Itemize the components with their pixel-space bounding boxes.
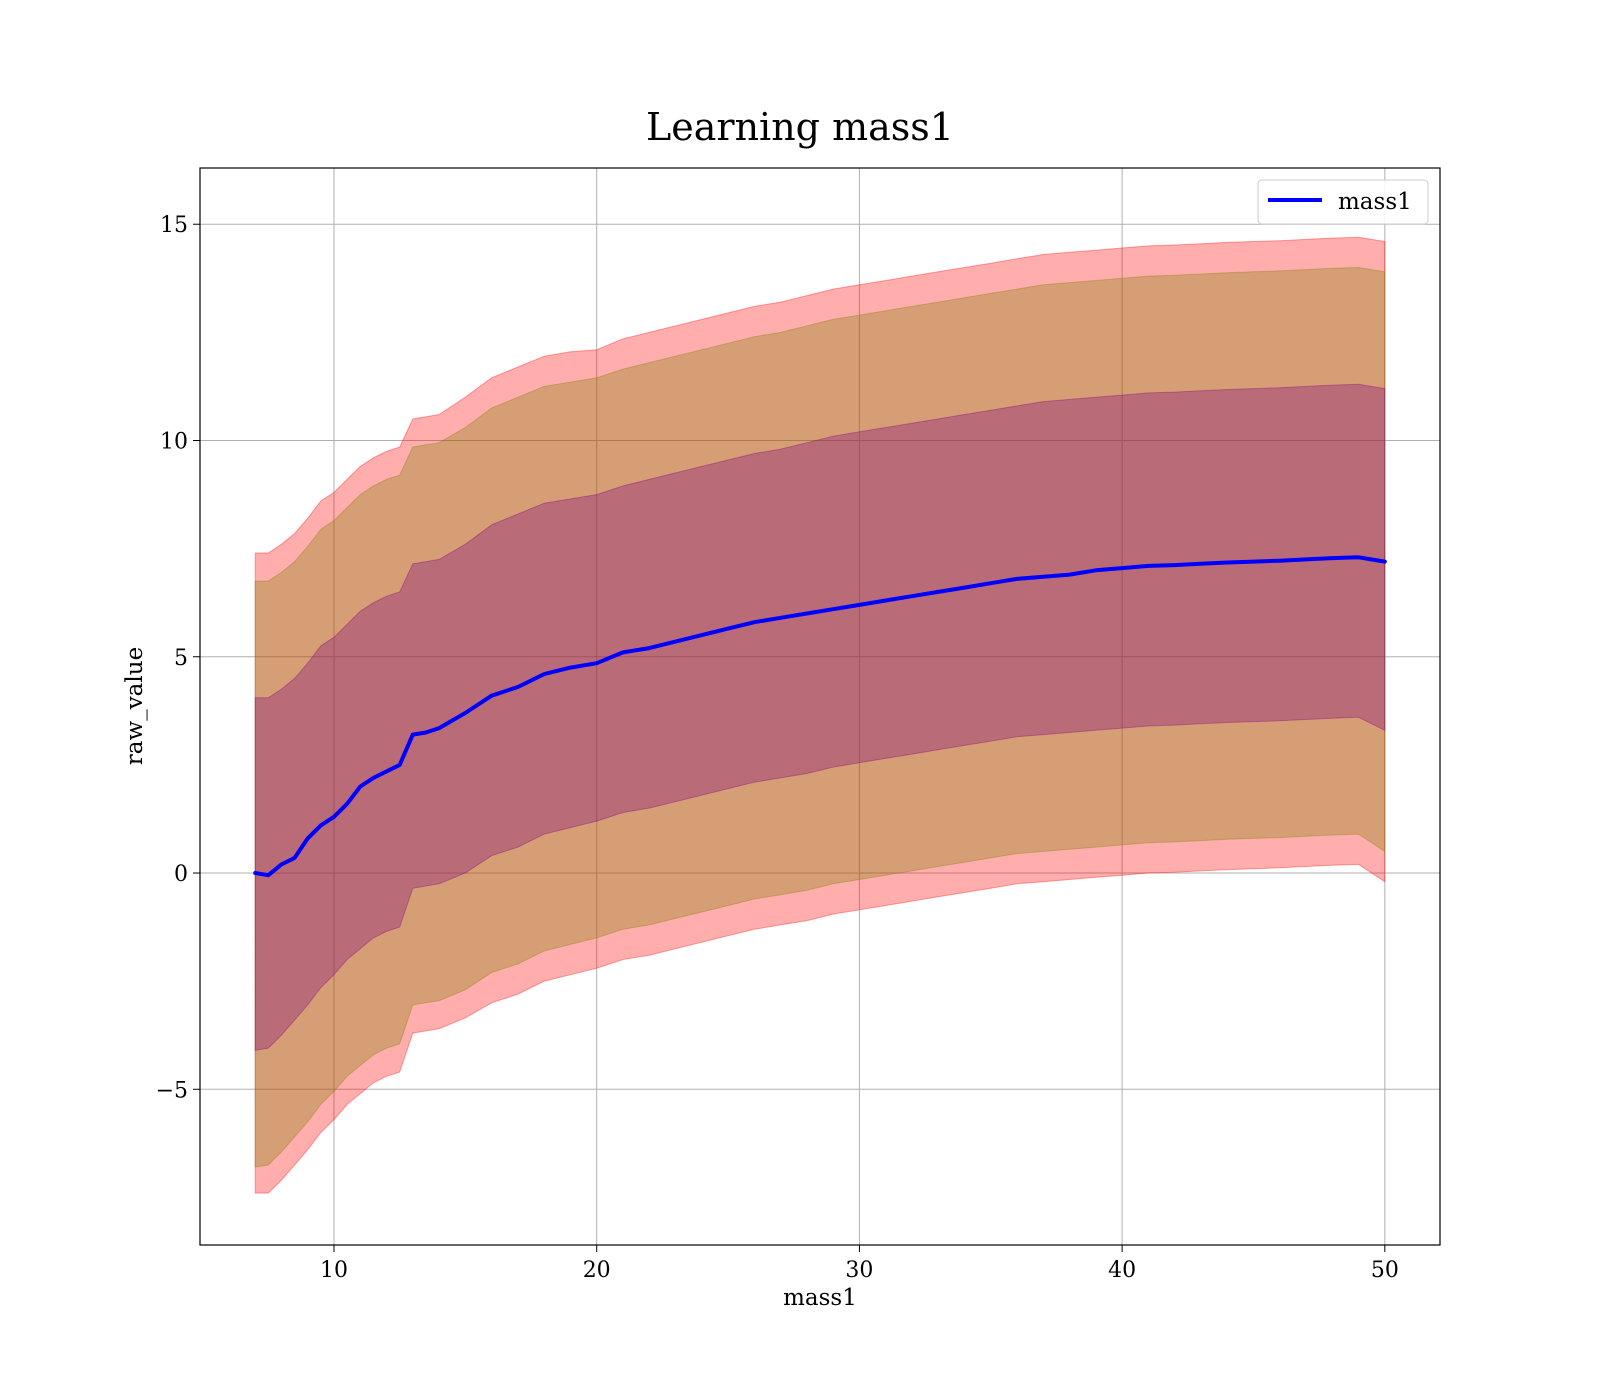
plot-area — [200, 168, 1440, 1245]
band-middle — [254, 266, 1386, 1168]
x-axis-label: mass1 — [783, 1285, 857, 1311]
x-tick-label: 30 — [845, 1258, 873, 1283]
y-tick-label: 0 — [174, 862, 188, 887]
series-line-mass1 — [253, 555, 1387, 878]
x-axis-ticks: 10 20 30 40 50 — [320, 1245, 1399, 1283]
confidence-bands — [254, 236, 1386, 1194]
x-tick-label: 10 — [320, 1258, 348, 1283]
legend-label-mass1: mass1 — [1338, 189, 1412, 215]
y-tick-label: 10 — [160, 429, 188, 454]
legend: mass1 — [1257, 179, 1429, 225]
y-tick-label: 15 — [160, 213, 188, 238]
band-inner — [254, 383, 1386, 1051]
x-tick-label: 50 — [1371, 1258, 1399, 1283]
y-tick-label: 5 — [174, 646, 188, 671]
x-tick-label: 40 — [1108, 1258, 1136, 1283]
legend-box — [1257, 179, 1429, 225]
y-axis-label: raw_value — [122, 647, 148, 765]
y-tick-label: −5 — [156, 1078, 188, 1103]
chart-title: Learning mass1 — [646, 105, 954, 149]
x-tick-label: 20 — [583, 1258, 611, 1283]
y-axis-ticks: −5 0 5 10 15 — [156, 213, 200, 1103]
plot-frame — [199, 167, 1441, 1246]
data-lines — [253, 555, 1387, 878]
grid-lines — [200, 168, 1440, 1245]
band-outer — [254, 236, 1386, 1194]
